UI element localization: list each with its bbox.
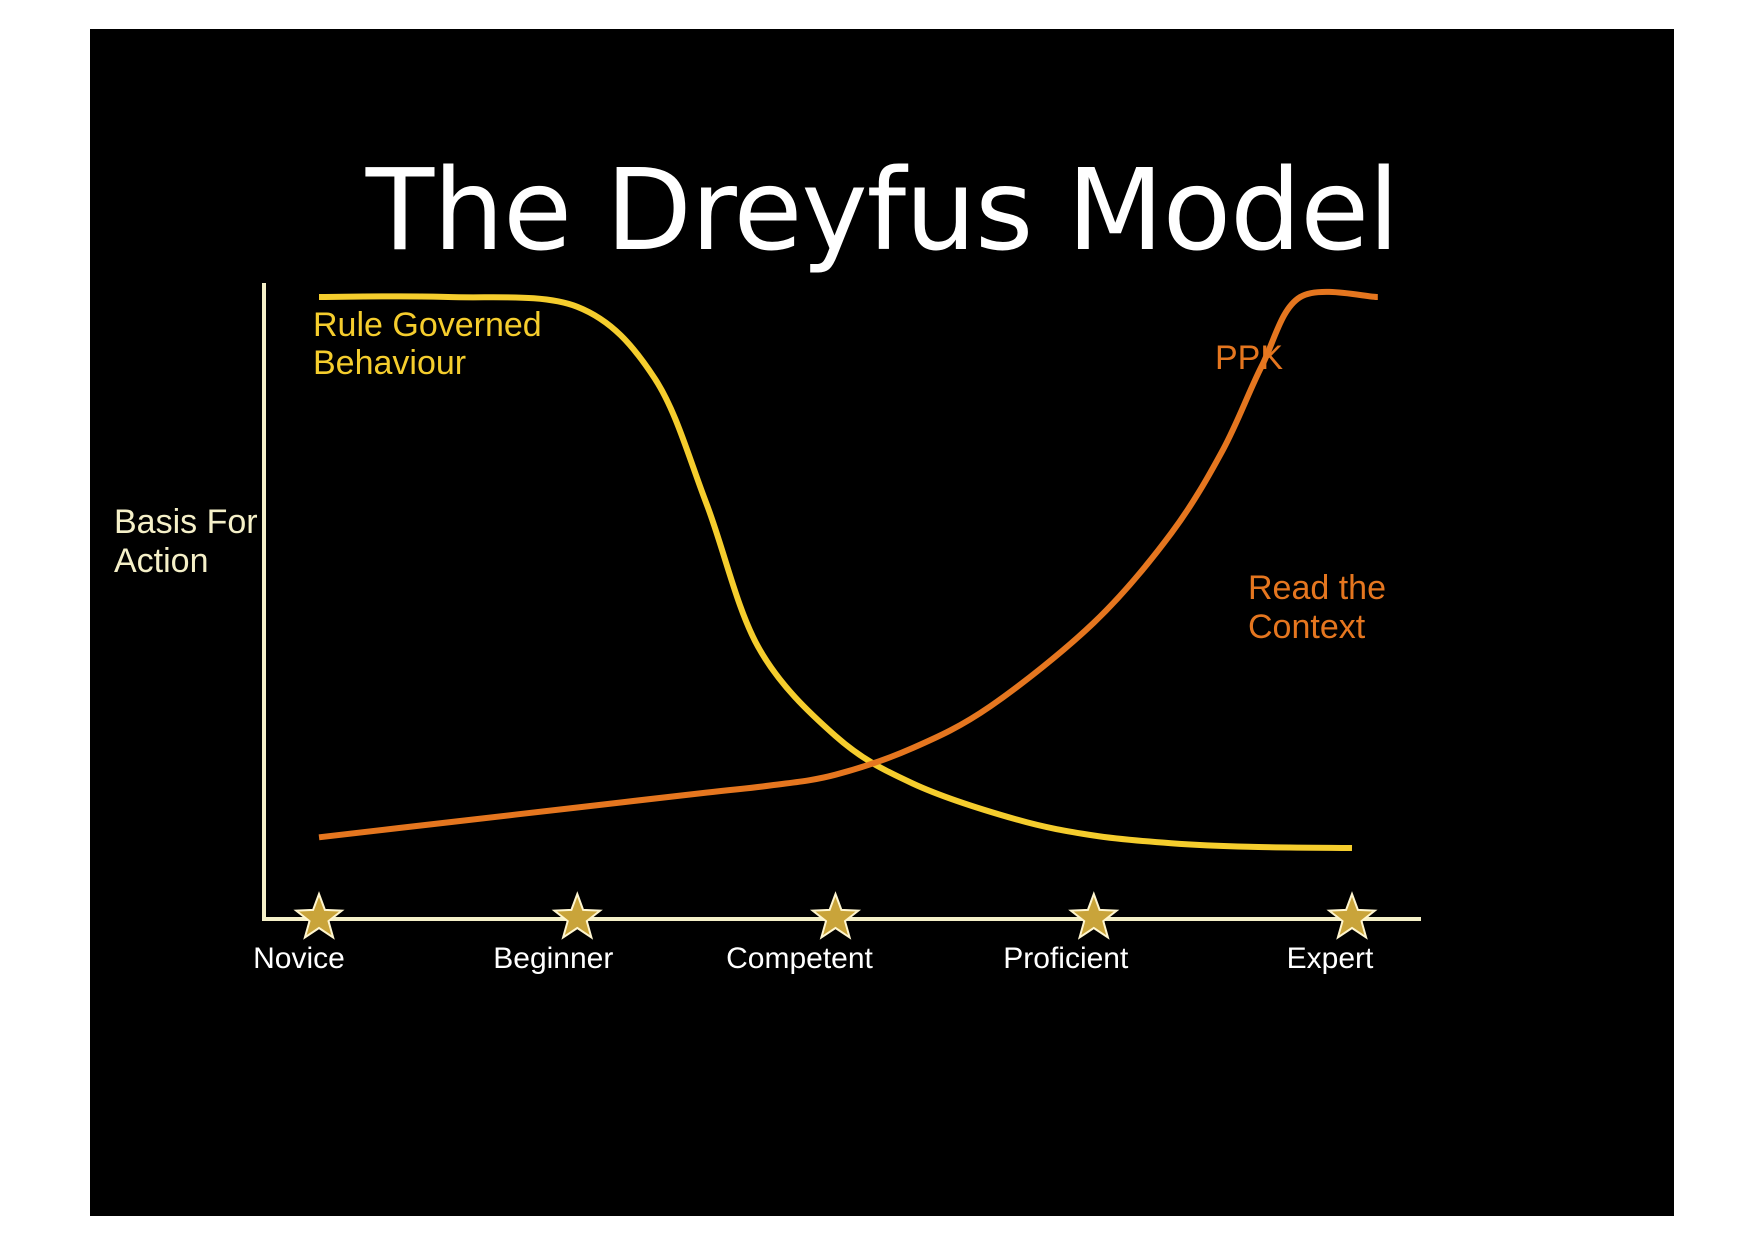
- star-marker-novice: [293, 891, 345, 940]
- x-tick-label-beginner: Beginner: [493, 942, 613, 975]
- y-axis-label-line-1: Basis For: [114, 503, 258, 541]
- marker-layer: [293, 891, 1378, 940]
- series-label-rule-governed-line-2: Behaviour: [313, 344, 466, 382]
- x-tick-label-novice: Novice: [253, 942, 345, 975]
- x-tick-label-expert: Expert: [1287, 942, 1374, 975]
- series-label-rule-governed-line-1: Rule Governed: [313, 306, 542, 344]
- star-marker-competent: [809, 891, 862, 940]
- star-marker-beginner: [551, 891, 603, 940]
- series-line-rule-governed-behaviour: [318, 293, 1353, 851]
- dreyfus-chart: The Dreyfus Model Basis For Action Rule …: [114, 146, 1421, 975]
- x-tick-label-competent: Competent: [726, 942, 873, 975]
- y-axis-label-line-2: Action: [114, 542, 209, 580]
- star-marker-expert: [1326, 891, 1378, 940]
- series-label-read-context-line-2: Context: [1248, 608, 1366, 646]
- series-label-read-context-line-1: Read the: [1248, 569, 1386, 607]
- tick-layer: Novice Beginner Competent Proficient Expert: [253, 942, 1374, 975]
- annotation-ppk: PPK: [1215, 339, 1283, 377]
- x-tick-label-proficient: Proficient: [1003, 942, 1129, 975]
- series-line-read-the-context: [318, 288, 1378, 841]
- series-layer: [318, 288, 1378, 851]
- slide-title: The Dreyfus Model: [365, 146, 1399, 276]
- slide: The Dreyfus Model Basis For Action Rule …: [90, 29, 1674, 1216]
- star-marker-proficient: [1068, 891, 1120, 940]
